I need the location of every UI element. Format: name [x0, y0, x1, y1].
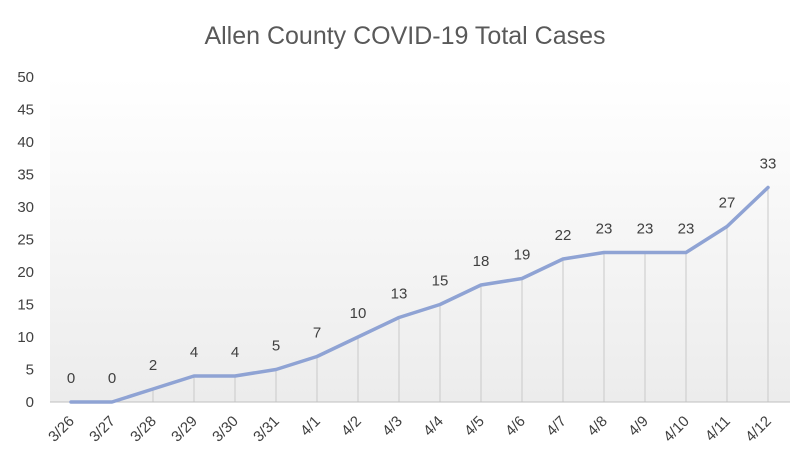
x-tick-label: 4/11 [702, 413, 734, 445]
y-tick-label: 20 [17, 264, 34, 281]
x-tick-label: 3/31 [250, 413, 283, 446]
data-labels: 0 0 2 4 4 5 7 10 13 15 18 19 22 23 23 23 27 33 [67, 156, 777, 388]
data-label: 5 [272, 338, 280, 355]
y-tick-label: 45 [17, 102, 34, 119]
data-label: 4 [231, 344, 239, 361]
plot-area [50, 77, 790, 402]
y-tick-label: 0 [26, 394, 34, 411]
data-label: 23 [678, 221, 695, 238]
x-tick-label: 4/9 [625, 413, 652, 440]
x-tick-label: 3/27 [86, 413, 119, 446]
data-label: 10 [350, 305, 367, 322]
x-tick-label: 4/8 [584, 413, 611, 440]
chart-title: Allen County COVID-19 Total Cases [204, 22, 605, 50]
y-tick-label: 10 [17, 329, 34, 346]
y-tick-label: 5 [26, 362, 34, 379]
data-label: 23 [637, 221, 654, 238]
x-tick-label: 4/3 [379, 413, 406, 440]
x-axis: 3/26 3/27 3/28 3/29 3/30 3/31 4/1 4/2 4/3 4/4 4/5 4… [45, 413, 775, 446]
x-tick-label: 4/10 [660, 413, 693, 446]
data-label: 33 [760, 156, 777, 173]
drop-lines [152, 187, 769, 402]
y-tick-label: 15 [17, 297, 34, 314]
y-tick-label: 30 [17, 199, 34, 216]
x-tick-label: 4/1 [297, 413, 324, 440]
data-label: 0 [108, 370, 116, 387]
x-tick-label: 4/4 [420, 413, 447, 440]
x-tick-label: 4/12 [742, 413, 775, 446]
x-tick-label: 4/2 [338, 413, 365, 440]
y-tick-label: 50 [17, 69, 34, 86]
data-label: 4 [190, 344, 198, 361]
x-tick-label: 4/6 [502, 413, 529, 440]
data-label: 13 [391, 286, 408, 303]
x-tick-label: 4/7 [543, 413, 570, 440]
x-tick-label: 4/5 [461, 413, 488, 440]
series-line [69, 185, 770, 404]
data-label: 18 [473, 253, 490, 270]
y-tick-label: 40 [17, 134, 34, 151]
x-tick-label: 3/26 [45, 413, 78, 446]
y-tick-label: 35 [17, 167, 34, 184]
data-label: 15 [432, 273, 449, 290]
data-label: 19 [514, 247, 531, 264]
data-label: 22 [555, 227, 572, 244]
x-tick-label: 3/28 [127, 413, 160, 446]
data-label: 7 [313, 325, 321, 342]
y-tick-label: 25 [17, 232, 34, 249]
data-label: 23 [596, 221, 613, 238]
x-tick-label: 3/30 [209, 413, 242, 446]
data-label: 2 [149, 357, 157, 374]
data-label: 0 [67, 370, 75, 387]
x-tick-label: 3/29 [168, 413, 201, 446]
data-label: 27 [719, 195, 736, 212]
y-axis: 0 5 10 15 20 25 30 35 40 45 50 [17, 69, 34, 411]
